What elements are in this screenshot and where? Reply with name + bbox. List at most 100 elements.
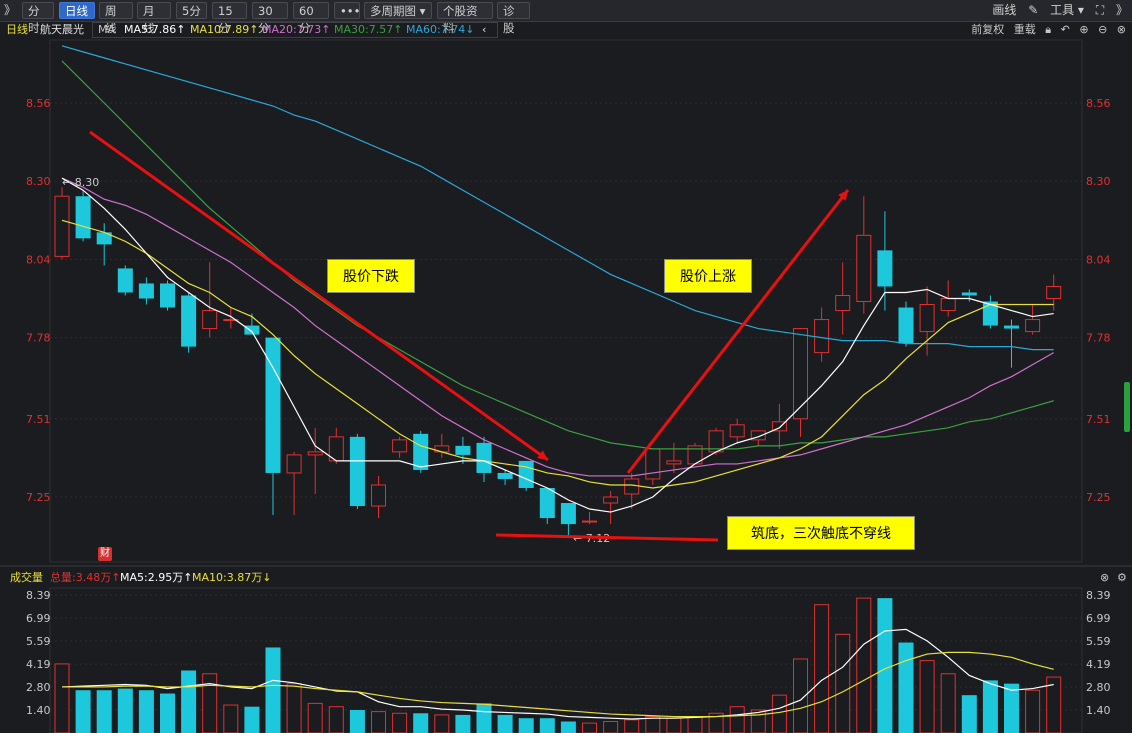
candle-up <box>624 478 640 495</box>
draw-line-button[interactable]: 画线 <box>992 3 1017 17</box>
volume-bar-up <box>392 712 408 733</box>
candle-down <box>117 268 133 293</box>
price-tick-left: 7.78 <box>26 332 51 345</box>
volume-tick-left: 5.59 <box>26 635 51 648</box>
period-tab-11[interactable]: 诊股 <box>497 2 530 35</box>
ma60-value: MA60:7.74↓ <box>406 23 475 36</box>
candle-up <box>750 430 766 441</box>
volume-bar-up <box>645 716 661 733</box>
volume-tick-left: 6.99 <box>26 612 51 625</box>
chevron-left-icon[interactable]: ‹ <box>482 23 487 36</box>
candle-down <box>160 283 175 308</box>
candle-down <box>539 487 555 519</box>
candle-down <box>877 250 893 287</box>
volume-ma10: MA10:3.87万↓ <box>192 571 272 584</box>
volume-bar-down <box>560 721 576 733</box>
ma-bar-right: 前复权 重载 🔒︎ ↶ ⊕ ⊖ ⊗ <box>965 22 1126 38</box>
candle-down <box>1004 325 1019 329</box>
volume-total: 总量:3.48万↑ <box>50 571 121 584</box>
candle-up <box>940 297 956 312</box>
candle-down <box>349 436 365 507</box>
candle-up <box>645 448 661 480</box>
lock-icon[interactable]: 🔒︎ <box>1045 23 1052 36</box>
reload-button[interactable]: 重载 <box>1013 23 1036 36</box>
volume-tick-right: 2.80 <box>1086 681 1111 694</box>
stock-name[interactable]: 航天晨光 <box>40 23 84 36</box>
candle-up <box>814 319 830 354</box>
price-tick-left: 8.04 <box>26 253 51 266</box>
candle-down <box>560 503 576 525</box>
ma10-line <box>61 219 1054 489</box>
candle-down <box>961 292 977 296</box>
close-icon[interactable]: ⊗ <box>1100 571 1110 584</box>
volume-bar-up <box>666 717 682 733</box>
price-tick-right: 8.30 <box>1086 175 1111 188</box>
scroll-handle <box>1124 382 1130 432</box>
candle-down <box>75 196 91 239</box>
volume-tick-right: 5.59 <box>1086 635 1111 648</box>
candle-up <box>371 484 386 507</box>
annotation-down: 股价下跌 <box>327 259 415 293</box>
annotation-up: 股价上涨 <box>664 259 752 293</box>
expand-icon[interactable]: 》 <box>1115 3 1128 17</box>
volume-bar-up <box>919 660 935 733</box>
volume-bar-up <box>1025 689 1041 733</box>
candle-down <box>455 445 471 455</box>
volume-bar-up <box>307 702 323 733</box>
volume-bar-down <box>265 647 281 733</box>
zoom-in-icon[interactable]: ⊕ <box>1079 23 1089 36</box>
undo-icon[interactable]: ↶ <box>1060 23 1070 36</box>
period-tab-2[interactable]: 周线 <box>99 2 133 35</box>
main-frame <box>49 39 1083 563</box>
period-tab-8[interactable]: ••• <box>334 2 360 19</box>
volume-bar-down <box>117 688 133 733</box>
volume-tick-right: 8.39 <box>1086 589 1111 602</box>
volume-label: 成交量 <box>10 571 43 584</box>
ma-label: MA <box>98 23 116 36</box>
gear-icon[interactable]: ⚙ <box>1117 571 1127 584</box>
down-trend-arrow-head <box>537 450 548 460</box>
down-trend-arrow <box>89 130 549 462</box>
fullscreen-icon[interactable]: ⛶ <box>1095 3 1105 17</box>
pencil-icon[interactable]: ✎ <box>1028 3 1039 17</box>
price-tick-left: 7.51 <box>26 413 51 426</box>
zoom-out-icon[interactable]: ⊖ <box>1098 23 1108 36</box>
period-tab-5[interactable]: 15分 <box>212 2 247 35</box>
volume-tick-left: 4.19 <box>26 658 51 671</box>
up-trend-arrow <box>626 189 850 474</box>
finance-badge[interactable]: 财 <box>98 547 112 561</box>
candle-down <box>413 433 429 470</box>
period-tab-4[interactable]: 5分 <box>176 2 207 19</box>
candle-down <box>982 301 998 326</box>
tools-menu[interactable]: 工具 ▾ <box>1050 3 1084 17</box>
volume-bar-up <box>856 597 872 733</box>
price-tick-right: 8.56 <box>1086 97 1111 110</box>
ma5-value: MA5:7.86↑ <box>124 23 186 36</box>
volume-bar-up <box>750 709 766 733</box>
period-tab-9[interactable]: 多周期图 ▾ <box>364 2 432 19</box>
toolbar: 分时 日线 周线 月线 5分 15分 30分 60分 ••• 多周期图 ▾ 个股资料 诊股 》 画线 ✎… <box>0 0 1132 35</box>
period-tab-10[interactable]: 个股资料 <box>437 2 493 35</box>
ma-legend-box[interactable] <box>92 22 498 38</box>
ma-legend-bar: 日线 航天晨光 MA MA5:7.86↑ MA10:7.89↑ MA20:7.7… <box>0 22 1132 38</box>
ma5-line <box>61 177 1054 513</box>
candle-down <box>476 442 492 473</box>
high-mark: ← 8.30 <box>62 176 99 189</box>
volume-bar-up <box>54 663 70 733</box>
period-tab-0[interactable]: 分时 <box>22 2 54 35</box>
period-tab-3[interactable]: 月线 <box>137 2 171 35</box>
ma20-value: MA20:7.73↑ <box>262 23 331 36</box>
close-icon[interactable]: ⊗ <box>1116 23 1126 36</box>
volume-bar-down <box>138 690 154 733</box>
period-tab-1[interactable]: 日线 <box>59 2 95 19</box>
volume-bar-up <box>687 716 703 733</box>
candle-down <box>96 232 112 245</box>
period-tab-7[interactable]: 60分 <box>293 2 329 35</box>
price-tick-right: 8.04 <box>1086 253 1111 266</box>
candle-down <box>244 325 260 335</box>
period-tab-6[interactable]: 30分 <box>252 2 288 35</box>
qfq-button[interactable]: 前复权 <box>971 23 1005 36</box>
collapse-icon[interactable]: 》 <box>4 3 17 17</box>
candle-down <box>518 460 534 488</box>
